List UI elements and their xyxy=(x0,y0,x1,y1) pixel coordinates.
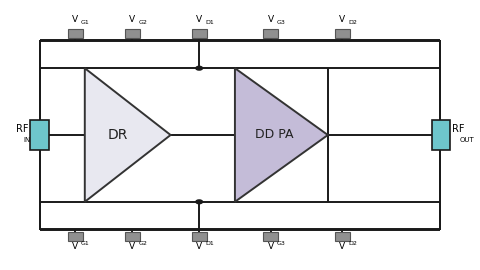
Text: V: V xyxy=(339,242,345,251)
Text: V: V xyxy=(196,242,202,251)
Polygon shape xyxy=(85,68,170,202)
Polygon shape xyxy=(235,68,328,202)
Bar xyxy=(39,42,440,228)
Bar xyxy=(68,232,83,241)
Text: D1: D1 xyxy=(205,20,214,25)
Bar xyxy=(68,29,83,38)
Text: RF: RF xyxy=(452,124,465,134)
Bar xyxy=(125,29,140,38)
Text: IN: IN xyxy=(23,137,30,143)
Bar xyxy=(335,232,350,241)
Bar xyxy=(30,120,48,150)
Text: V: V xyxy=(268,15,274,24)
Text: RF: RF xyxy=(15,124,28,134)
Circle shape xyxy=(196,66,203,70)
Text: V: V xyxy=(339,15,345,24)
Text: G3: G3 xyxy=(276,241,285,246)
Circle shape xyxy=(196,200,203,204)
Bar xyxy=(335,29,350,38)
Text: G1: G1 xyxy=(81,20,90,25)
Bar xyxy=(125,232,140,241)
Text: D2: D2 xyxy=(348,241,357,246)
Text: G2: G2 xyxy=(138,20,147,25)
Bar xyxy=(432,120,450,150)
Text: V: V xyxy=(72,242,78,251)
Text: DD PA: DD PA xyxy=(255,129,293,141)
Text: V: V xyxy=(130,15,135,24)
Text: D1: D1 xyxy=(205,241,214,246)
Text: D2: D2 xyxy=(348,20,357,25)
Bar xyxy=(192,232,207,241)
Text: V: V xyxy=(72,15,78,24)
Text: V: V xyxy=(130,242,135,251)
Text: G1: G1 xyxy=(81,241,90,246)
Text: V: V xyxy=(268,242,274,251)
Text: G3: G3 xyxy=(276,20,285,25)
Bar xyxy=(263,232,278,241)
Text: G2: G2 xyxy=(138,241,147,246)
Text: OUT: OUT xyxy=(460,137,475,143)
Text: V: V xyxy=(196,15,202,24)
Bar xyxy=(263,29,278,38)
Bar xyxy=(192,29,207,38)
Text: DR: DR xyxy=(108,128,128,142)
